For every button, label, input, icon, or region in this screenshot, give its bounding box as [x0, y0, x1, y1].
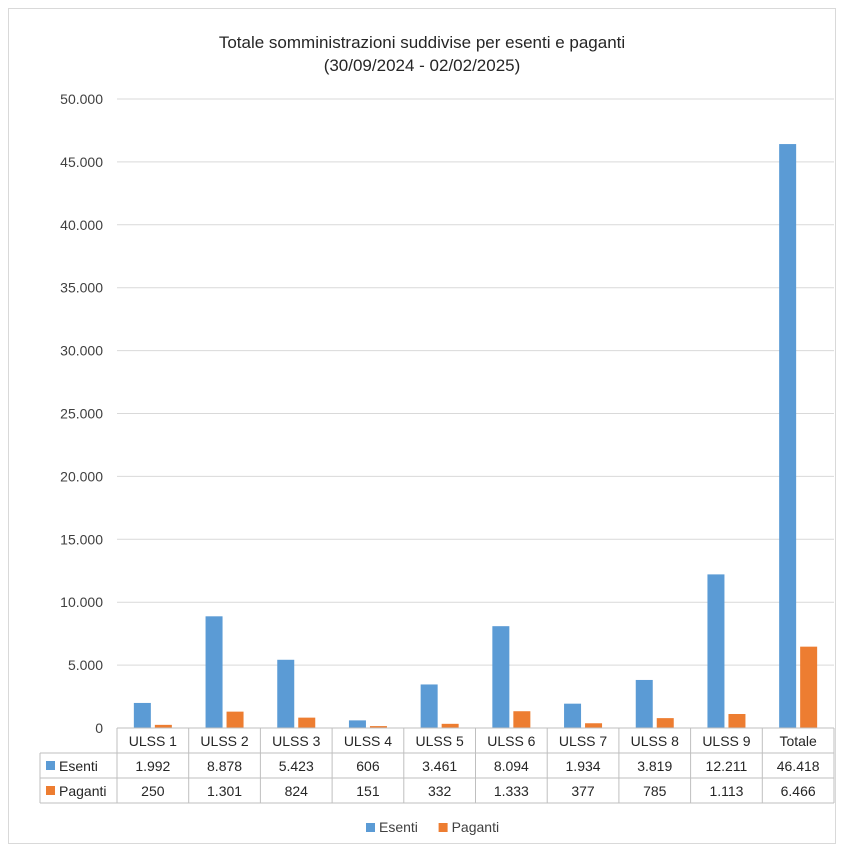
y-tick-label: 10.000: [60, 594, 103, 610]
chart-title: Totale somministrazioni suddivise per es…: [218, 33, 626, 52]
bar-paganti: [585, 723, 603, 728]
y-tick-label: 40.000: [60, 217, 103, 233]
y-tick-label: 30.000: [60, 343, 103, 359]
bar-paganti: [298, 717, 316, 728]
y-tick-label: 5.000: [68, 657, 103, 673]
bar-esenti: [133, 702, 151, 728]
data-label: 8.094: [494, 758, 529, 774]
data-label: 606: [356, 758, 380, 774]
x-tick-label: ULSS 6: [487, 733, 535, 749]
table-series-name: Paganti: [59, 783, 106, 799]
y-tick-label: 15.000: [60, 531, 103, 547]
bar-esenti: [277, 659, 295, 728]
bar-paganti: [369, 726, 387, 728]
data-label: 3.461: [422, 758, 457, 774]
data-label: 250: [141, 783, 165, 799]
data-table: ULSS 1 ULSS 2 ULSS 3 ULSS 4 ULSS 5 ULSS 6 ULSS…: [39, 727, 835, 804]
x-tick-label: ULSS 8: [631, 733, 679, 749]
y-tick-label: 45.000: [60, 154, 103, 170]
x-tick-label: ULSS 2: [200, 733, 248, 749]
bar-paganti: [226, 711, 244, 728]
data-label: 1.934: [566, 758, 601, 774]
legend-swatch: [438, 823, 448, 832]
data-label: 12.211: [706, 758, 748, 774]
data-label: 1.301: [207, 783, 242, 799]
bar-paganti: [728, 713, 746, 728]
y-axis-ticks: 0 5.000 10.000 15.000 20.000 25.000 30.000 35.0…: [60, 91, 103, 736]
data-label: 824: [285, 783, 309, 799]
data-label: 332: [428, 783, 452, 799]
bar-paganti: [154, 724, 172, 728]
data-label: 5.423: [279, 758, 314, 774]
y-tick-label: 35.000: [60, 280, 103, 296]
table-legend-key: [46, 761, 55, 770]
bar-esenti: [205, 616, 223, 728]
data-label: 3.819: [637, 758, 672, 774]
x-tick-label: ULSS 4: [344, 733, 392, 749]
data-label: 8.878: [207, 758, 242, 774]
data-label: 6.466: [781, 783, 816, 799]
gridlines: [117, 98, 834, 666]
data-label: 1.113: [709, 783, 743, 799]
bar-esenti: [707, 574, 725, 728]
bar-esenti: [635, 679, 653, 728]
legend-entry: Esenti: [379, 819, 418, 835]
bar-esenti: [348, 720, 366, 728]
table-legend-key: [46, 786, 55, 795]
x-tick-label: ULSS 9: [702, 733, 750, 749]
x-tick-label: ULSS 3: [272, 733, 320, 749]
bars: [133, 144, 818, 729]
chart-subtitle: (30/09/2024 - 02/02/2025): [323, 56, 521, 75]
y-tick-label: 20.000: [60, 468, 103, 484]
legend: Esenti Paganti: [366, 819, 499, 835]
legend-swatch: [366, 823, 375, 832]
bar-esenti: [564, 703, 582, 728]
bar-paganti: [656, 718, 674, 728]
data-label: 785: [643, 783, 667, 799]
table-series-name: Esenti: [59, 758, 98, 774]
x-tick-label: ULSS 1: [129, 733, 177, 749]
y-tick-label: 25.000: [60, 406, 103, 422]
data-label: 46.418: [777, 758, 820, 774]
bar-paganti: [513, 711, 531, 728]
x-tick-label: ULSS 7: [559, 733, 607, 749]
y-tick-label: 0: [95, 720, 103, 736]
data-label: 377: [571, 783, 595, 799]
legend-entry: Paganti: [452, 819, 499, 835]
data-label: 151: [356, 783, 380, 799]
y-tick-label: 50.000: [60, 91, 103, 107]
x-tick-label: ULSS 5: [416, 733, 464, 749]
bar-esenti: [420, 684, 438, 728]
bar-esenti: [779, 144, 797, 729]
bar-esenti: [492, 626, 510, 728]
data-label: 1.992: [135, 758, 170, 774]
bar-paganti: [800, 646, 818, 728]
bar-paganti: [441, 723, 459, 728]
x-tick-label: Totale: [779, 733, 817, 749]
data-label: 1.333: [494, 783, 529, 799]
